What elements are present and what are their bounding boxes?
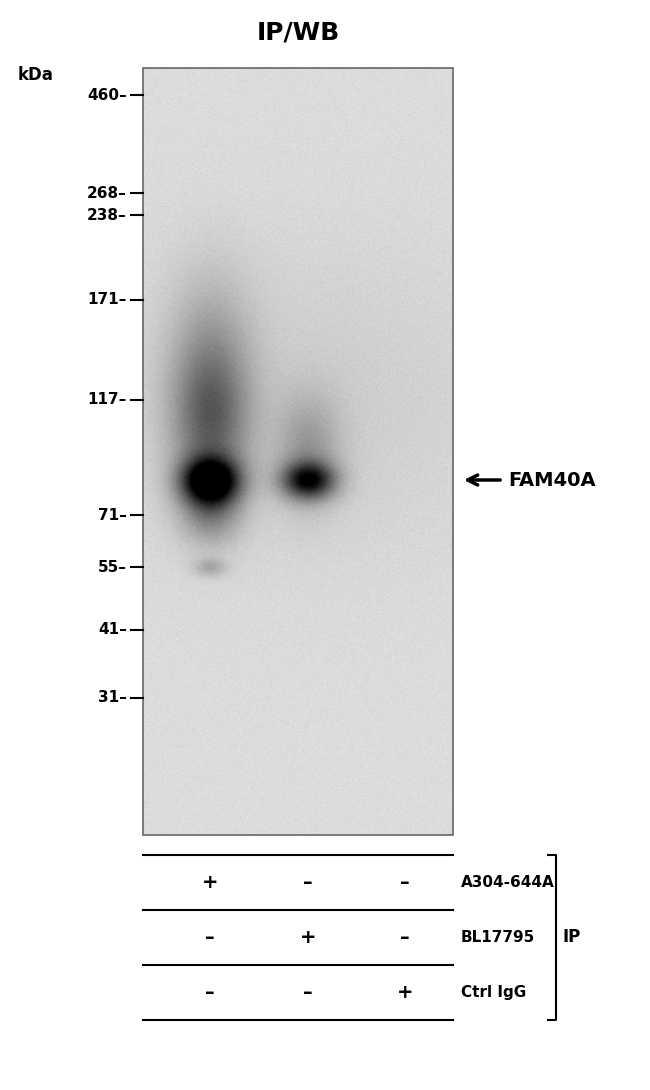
Text: 41–: 41– <box>98 622 127 638</box>
Text: 268–: 268– <box>87 185 127 201</box>
Text: 31–: 31– <box>98 690 127 705</box>
Text: FAM40A: FAM40A <box>508 471 595 489</box>
Text: +: + <box>396 983 413 1002</box>
Text: –: – <box>303 873 313 892</box>
Text: 460–: 460– <box>87 87 127 102</box>
Text: –: – <box>205 928 214 947</box>
Text: 171–: 171– <box>88 292 127 307</box>
Text: kDa: kDa <box>18 66 54 84</box>
Text: A304-644A: A304-644A <box>461 875 554 891</box>
Text: 55–: 55– <box>98 559 127 574</box>
Text: –: – <box>303 983 313 1002</box>
Text: BL17795: BL17795 <box>461 930 535 945</box>
Text: –: – <box>400 928 410 947</box>
Text: –: – <box>205 983 214 1002</box>
Text: 117–: 117– <box>88 392 127 408</box>
Text: Ctrl IgG: Ctrl IgG <box>461 985 526 1000</box>
Text: +: + <box>202 873 218 892</box>
Text: IP/WB: IP/WB <box>256 20 339 44</box>
Text: 71–: 71– <box>98 508 127 522</box>
Bar <box>143 68 453 835</box>
Text: +: + <box>300 928 317 947</box>
Text: 238–: 238– <box>87 207 127 222</box>
Text: –: – <box>400 873 410 892</box>
Text: IP: IP <box>562 929 580 946</box>
